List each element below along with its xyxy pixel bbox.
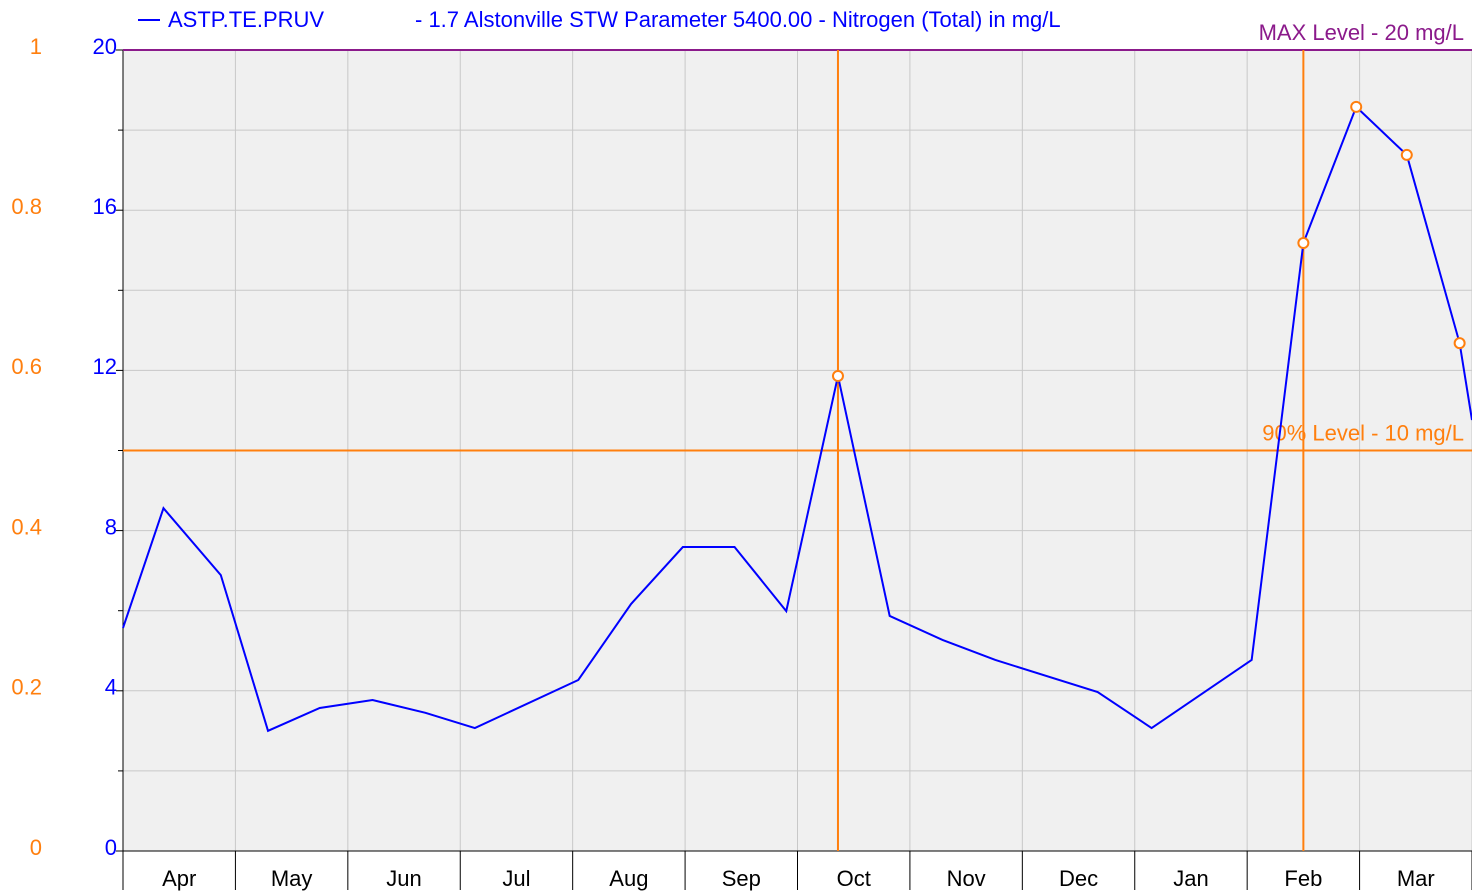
x-tick-label: May: [271, 866, 313, 891]
x-tick-label: Dec: [1059, 866, 1098, 891]
chart-title: - 1.7 Alstonville STW Parameter 5400.00 …: [415, 7, 1061, 32]
reference-label: 90% Level - 10 mg/L: [1262, 420, 1464, 445]
exceedance-marker: [831, 370, 844, 383]
y2-tick-label: 0.2: [11, 675, 42, 700]
y2-tick-label: 0.8: [11, 194, 42, 219]
y-tick-label: 0: [105, 835, 117, 860]
legend-label: ASTP.TE.PRUV: [168, 7, 324, 32]
y2-tick-label: 0: [30, 835, 42, 860]
y-tick-label: 8: [105, 514, 117, 539]
y-tick-label: 16: [93, 194, 117, 219]
exceedance-marker: [1350, 100, 1363, 113]
y2-tick-label: 1: [30, 34, 42, 59]
x-tick-label: Feb: [1284, 866, 1322, 891]
exceedance-marker: [1453, 337, 1466, 350]
y-tick-label: 12: [93, 354, 117, 379]
y2-tick-label: 0.6: [11, 354, 42, 379]
x-tick-label: Aug: [609, 866, 648, 891]
x-tick-label: Nov: [947, 866, 986, 891]
y-tick-label: 20: [93, 34, 117, 59]
y2-tick-label: 0.4: [11, 514, 42, 539]
exceedance-marker: [1400, 148, 1413, 161]
x-tick-label: Oct: [837, 866, 871, 891]
x-tick-label: Jun: [386, 866, 421, 891]
y-tick-label: 4: [105, 675, 117, 700]
x-tick-label: Mar: [1397, 866, 1435, 891]
x-tick-label: Jul: [502, 866, 530, 891]
exceedance-marker: [1297, 237, 1310, 250]
x-tick-label: Apr: [162, 866, 196, 891]
reference-label: MAX Level - 20 mg/L: [1259, 20, 1464, 45]
x-tick-label: Sep: [722, 866, 761, 891]
x-tick-label: Jan: [1173, 866, 1208, 891]
